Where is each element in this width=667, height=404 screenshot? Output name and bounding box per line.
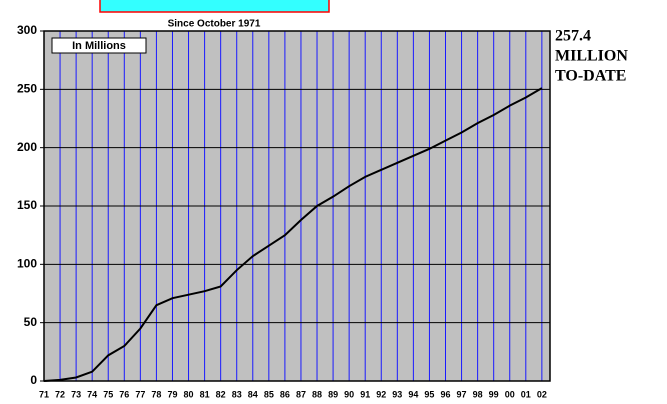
x-tick-label: 72 [55,389,65,399]
annotation: TO-DATE [555,68,626,85]
x-tick-label: 93 [392,389,402,399]
y-tick-label: 150 [17,198,37,212]
x-tick-label: 88 [312,389,322,399]
x-tick-label: 80 [184,389,194,399]
annotation-box [51,37,147,54]
y-tick-label: 50 [24,315,38,329]
x-tick-label: 76 [119,389,129,399]
x-tick-label: 89 [328,389,338,399]
y-tick-label: 0 [30,373,37,387]
annotation: MILLION [555,48,628,65]
x-tick-label: 78 [151,389,161,399]
x-tick-label: 01 [521,389,531,399]
x-tick-label: 71 [39,389,49,399]
x-tick-label: 96 [440,389,450,399]
y-tick-label: 300 [17,23,37,37]
annotation-box-text: In Millions [72,40,126,52]
x-tick-label: 77 [135,389,145,399]
x-tick-label: 92 [376,389,386,399]
x-tick-label: 87 [296,389,306,399]
x-tick-label: 90 [344,389,354,399]
annotation: 257.4 [555,28,591,45]
x-tick-label: 79 [167,389,177,399]
x-tick-label: 75 [103,389,113,399]
plot-border [43,30,551,382]
x-tick-label: 00 [505,389,515,399]
x-tick-label: 84 [248,389,258,399]
x-tick-label: 97 [457,389,467,399]
title-box [99,0,330,13]
x-tick-label: 73 [71,389,81,399]
x-tick-label: 98 [473,389,483,399]
y-tick-label: 200 [17,140,37,154]
x-tick-label: 85 [264,389,274,399]
x-tick-label: 86 [280,389,290,399]
y-tick-label: 250 [17,82,37,96]
line [43,87,543,382]
x-tick-label: 82 [216,389,226,399]
y-tick-label: 100 [17,257,37,271]
x-tick-label: 83 [232,389,242,399]
x-tick-label: 94 [408,389,418,399]
x-tick-label: 74 [87,389,97,399]
subtitle: Since October 1971 [168,19,261,30]
x-tick-label: 91 [360,389,370,399]
x-tick-label: 95 [424,389,434,399]
x-tick-label: 81 [200,389,210,399]
x-tick-label: 99 [489,389,499,399]
x-tick-label: 02 [537,389,547,399]
